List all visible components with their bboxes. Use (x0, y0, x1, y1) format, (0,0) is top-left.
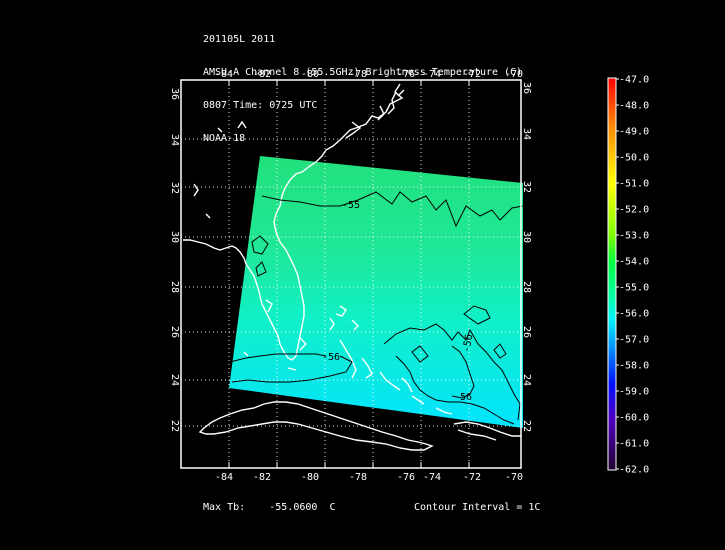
colorbar-label: -58.0 (619, 361, 649, 372)
lon-tick-top: -74 (423, 69, 441, 80)
colorbar-label: -60.0 (619, 413, 649, 424)
bottom-longitude-labels: -84 -82 -80 -78 -76 -74 -72 -70 (215, 472, 523, 483)
colorbar-label: -57.0 (619, 335, 649, 346)
lon-tick-top: -70 (505, 69, 523, 80)
lat-tick-left: 30 (169, 231, 180, 243)
colorbar-label: -47.0 (619, 75, 649, 86)
lon-tick-bottom: -76 (397, 472, 415, 483)
channel-title: AMSU-A Channel 8 (55.5GHz) Brightness Te… (203, 67, 523, 78)
max-tb-unit: C (329, 502, 336, 513)
lat-tick-left: 34 (169, 134, 180, 146)
max-tb-value: -55.0600 (269, 502, 318, 513)
grid-lines (181, 80, 521, 468)
lon-tick-bottom: -80 (301, 472, 319, 483)
contour-label: -56 (322, 352, 340, 363)
left-latitude-labels: 36 34 32 30 28 26 24 22 (169, 88, 180, 432)
colorbar-labels: -47.0 -48.0 -49.0 -50.0 -51.0 -52.0 -53.0 -54.0… (619, 75, 649, 476)
lat-tick-left: 22 (169, 420, 180, 432)
tick-marks (228, 80, 470, 468)
lat-tick-right: 22 (521, 420, 532, 432)
contour-lines (229, 191, 524, 425)
lat-tick-left: 28 (169, 281, 180, 293)
lon-tick-bottom: -72 (463, 472, 481, 483)
colorbar-label: -48.0 (619, 101, 649, 112)
lat-tick-left: 32 (169, 182, 180, 194)
max-tb-label: Max Tb: (203, 502, 246, 513)
lat-tick-right: 24 (521, 374, 532, 386)
colorbar-label: -62.0 (619, 465, 649, 476)
colorbar-label: -50.0 (619, 153, 649, 164)
colorbar-gradient (607, 77, 617, 471)
satellite-name: NOAA-18 (203, 133, 246, 144)
contour-value-labels: -55 -56 -56 -56 (322, 200, 475, 403)
lat-tick-left: 36 (169, 88, 180, 100)
lat-tick-left: 24 (169, 374, 180, 386)
lon-tick-top: -80 (301, 69, 319, 80)
colorbar-label: -55.0 (619, 283, 649, 294)
contour-label: -55 (342, 200, 360, 211)
top-longitude-labels: -84 -82 -80 -78 -76 -74 -72 -70 (215, 69, 523, 80)
colorbar: -47.0 -48.0 -49.0 -50.0 -51.0 -52.0 -53.0 -54.0… (607, 75, 649, 476)
colorbar-label: -49.0 (619, 127, 649, 138)
colorbar-label: -51.0 (619, 179, 649, 190)
lat-tick-right: 36 (521, 82, 532, 94)
lon-tick-top: -76 (397, 69, 415, 80)
lon-tick-bottom: -70 (505, 472, 523, 483)
lon-tick-bottom: -84 (215, 472, 233, 483)
date-time: 0807 Time: 0725 UTC (203, 100, 318, 111)
lat-tick-right: 26 (521, 326, 532, 338)
header-block: 201105L 2011 AMSU-A Channel 8 (55.5GHz) … (203, 12, 522, 155)
lat-tick-left: 26 (169, 326, 180, 338)
contour-label: -56 (461, 333, 475, 353)
colorbar-label: -54.0 (619, 257, 649, 268)
lon-tick-top: -82 (253, 69, 271, 80)
contour-interval: Contour Interval = 1C (414, 502, 541, 513)
contour-label: -56 (454, 392, 472, 403)
max-tb-readout: Max Tb: -55.0600 C (203, 502, 336, 513)
colorbar-label: -53.0 (619, 231, 649, 242)
lat-tick-right: 28 (521, 281, 532, 293)
lat-tick-right: 34 (521, 128, 532, 140)
colorbar-label: -52.0 (619, 205, 649, 216)
data-swath (229, 156, 523, 428)
map-frame (180, 79, 522, 469)
right-latitude-labels: 36 32 30 28 26 24 22 34 (521, 82, 532, 432)
lon-tick-bottom: -78 (349, 472, 367, 483)
lon-tick-top: -84 (215, 69, 233, 80)
lat-tick-right: 30 (521, 231, 532, 243)
lat-tick-right: 32 (521, 181, 532, 193)
storm-title: 201105L 2011 (203, 34, 276, 45)
coastlines (183, 83, 521, 451)
colorbar-label: -61.0 (619, 439, 649, 450)
colorbar-label: -59.0 (619, 387, 649, 398)
lon-tick-top: -72 (463, 69, 481, 80)
lon-tick-bottom: -74 (423, 472, 441, 483)
lon-tick-bottom: -82 (253, 472, 271, 483)
colorbar-label: -56.0 (619, 309, 649, 320)
lon-tick-top: -78 (349, 69, 367, 80)
